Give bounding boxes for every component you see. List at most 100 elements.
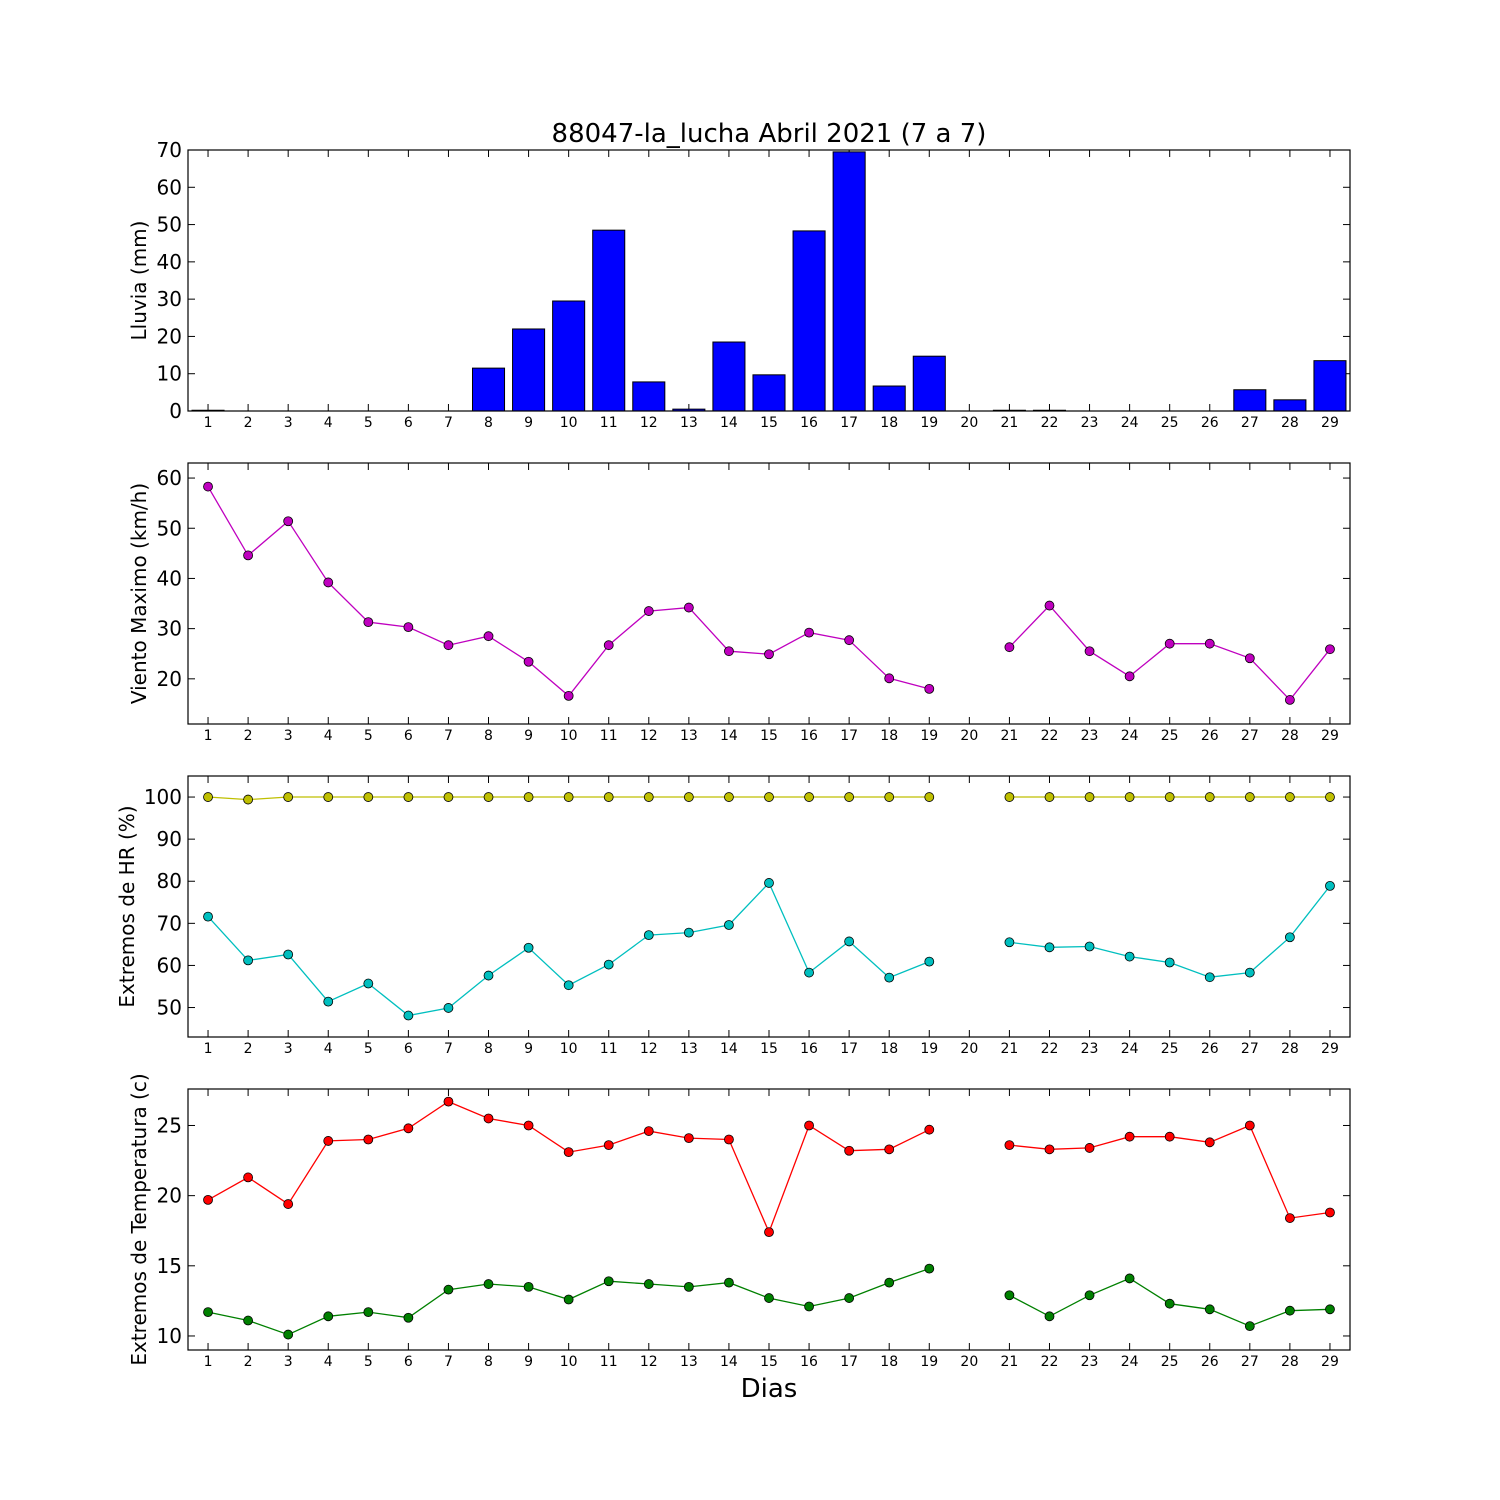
x-tick-label: 28	[1281, 728, 1299, 744]
x-tick-label: 24	[1121, 415, 1139, 431]
data-point	[804, 792, 814, 802]
data-point	[443, 1096, 454, 1107]
data-point	[1204, 1304, 1215, 1315]
x-tick-label: 1	[204, 1041, 213, 1057]
bar	[1313, 360, 1347, 412]
x-tick-label: 3	[284, 728, 293, 744]
data-point	[523, 656, 534, 667]
x-tick-label: 10	[560, 415, 578, 431]
x-tick-label: 27	[1241, 728, 1259, 744]
series-line	[207, 1100, 930, 1234]
series-line	[207, 881, 930, 1017]
data-point	[483, 1279, 494, 1289]
y-tick-label: 60	[157, 466, 182, 490]
y-axis-label: Viento Maximo (km/h)	[127, 483, 151, 704]
x-tick-label: 4	[324, 1354, 333, 1370]
y-tick-label: 25	[157, 1113, 182, 1137]
bar	[832, 151, 866, 412]
x-tick-label: 1	[204, 728, 213, 744]
data-point	[563, 690, 574, 701]
x-tick-label: 20	[960, 415, 978, 431]
x-tick-label: 13	[680, 728, 698, 744]
chart-title: 88047-la_lucha Abril 2021 (7 a 7)	[552, 119, 987, 149]
series-line	[1008, 604, 1331, 701]
x-tick-label: 21	[1000, 1354, 1018, 1370]
data-point	[523, 1120, 534, 1131]
data-point	[203, 1307, 213, 1318]
data-point	[203, 911, 213, 922]
x-tick-label: 5	[364, 415, 373, 431]
data-point	[443, 1003, 454, 1013]
data-point	[764, 792, 774, 802]
y-tick-label: 70	[157, 138, 182, 162]
x-tick-label: 8	[484, 415, 493, 431]
data-point	[924, 1263, 935, 1274]
data-point	[643, 930, 654, 941]
x-tick-label: 15	[760, 415, 778, 431]
x-tick-label: 21	[1000, 1041, 1018, 1057]
x-tick-label: 10	[560, 728, 578, 744]
x-tick-label: 3	[284, 1041, 293, 1057]
x-tick-label: 13	[680, 415, 698, 431]
data-point	[1044, 600, 1055, 611]
x-tick-label: 7	[444, 415, 453, 431]
data-point	[884, 1144, 895, 1155]
x-tick-label: 2	[244, 728, 253, 744]
data-point	[1004, 1140, 1015, 1151]
data-point	[683, 792, 694, 802]
data-point	[804, 1120, 814, 1131]
bar	[552, 300, 586, 412]
x-tick-label: 6	[404, 415, 413, 431]
plot-frame	[187, 1088, 1351, 1351]
data-point	[1325, 1207, 1335, 1218]
x-tick-label: 14	[720, 1354, 738, 1370]
x-tick-label: 29	[1321, 1354, 1339, 1370]
data-point	[203, 1194, 213, 1205]
x-tick-label: 16	[800, 728, 818, 744]
x-tick-label: 9	[524, 1354, 533, 1370]
data-point	[1124, 1273, 1135, 1284]
y-tick-label: 60	[157, 953, 182, 977]
bar	[512, 328, 546, 412]
x-tick-label: 23	[1081, 1041, 1099, 1057]
data-point	[1164, 957, 1175, 968]
bar	[471, 367, 506, 412]
data-point	[724, 1134, 734, 1145]
data-point	[443, 792, 454, 802]
data-point	[443, 1284, 454, 1295]
x-tick-label: 4	[324, 415, 333, 431]
plot-frame	[187, 149, 1351, 412]
data-point	[1325, 644, 1335, 655]
x-tick-label: 11	[600, 728, 618, 744]
data-point	[1004, 937, 1015, 948]
x-tick-label: 16	[800, 415, 818, 431]
x-tick-label: 4	[324, 1041, 333, 1057]
x-tick-label: 8	[484, 1041, 493, 1057]
y-axis-label: Extremos de HR (%)	[115, 805, 139, 1007]
data-point	[283, 792, 294, 802]
data-point	[884, 673, 895, 684]
series-line	[207, 486, 930, 697]
data-point	[403, 1123, 414, 1134]
x-tick-label: 18	[880, 1354, 898, 1370]
x-tick-label: 28	[1281, 1354, 1299, 1370]
data-point	[1204, 792, 1215, 802]
x-tick-label: 21	[1000, 728, 1018, 744]
bar	[792, 230, 826, 412]
x-tick-label: 28	[1281, 1041, 1299, 1057]
data-point	[363, 617, 374, 628]
data-point	[1044, 792, 1055, 802]
data-point	[724, 920, 734, 930]
y-tick-label: 50	[157, 516, 182, 540]
data-point	[483, 792, 494, 802]
data-point	[844, 936, 855, 947]
x-tick-label: 14	[720, 415, 738, 431]
data-point	[1325, 792, 1335, 802]
x-tick-label: 27	[1241, 415, 1259, 431]
data-point	[1284, 1213, 1295, 1223]
y-tick-label: 10	[157, 362, 182, 386]
data-point	[243, 1315, 254, 1326]
